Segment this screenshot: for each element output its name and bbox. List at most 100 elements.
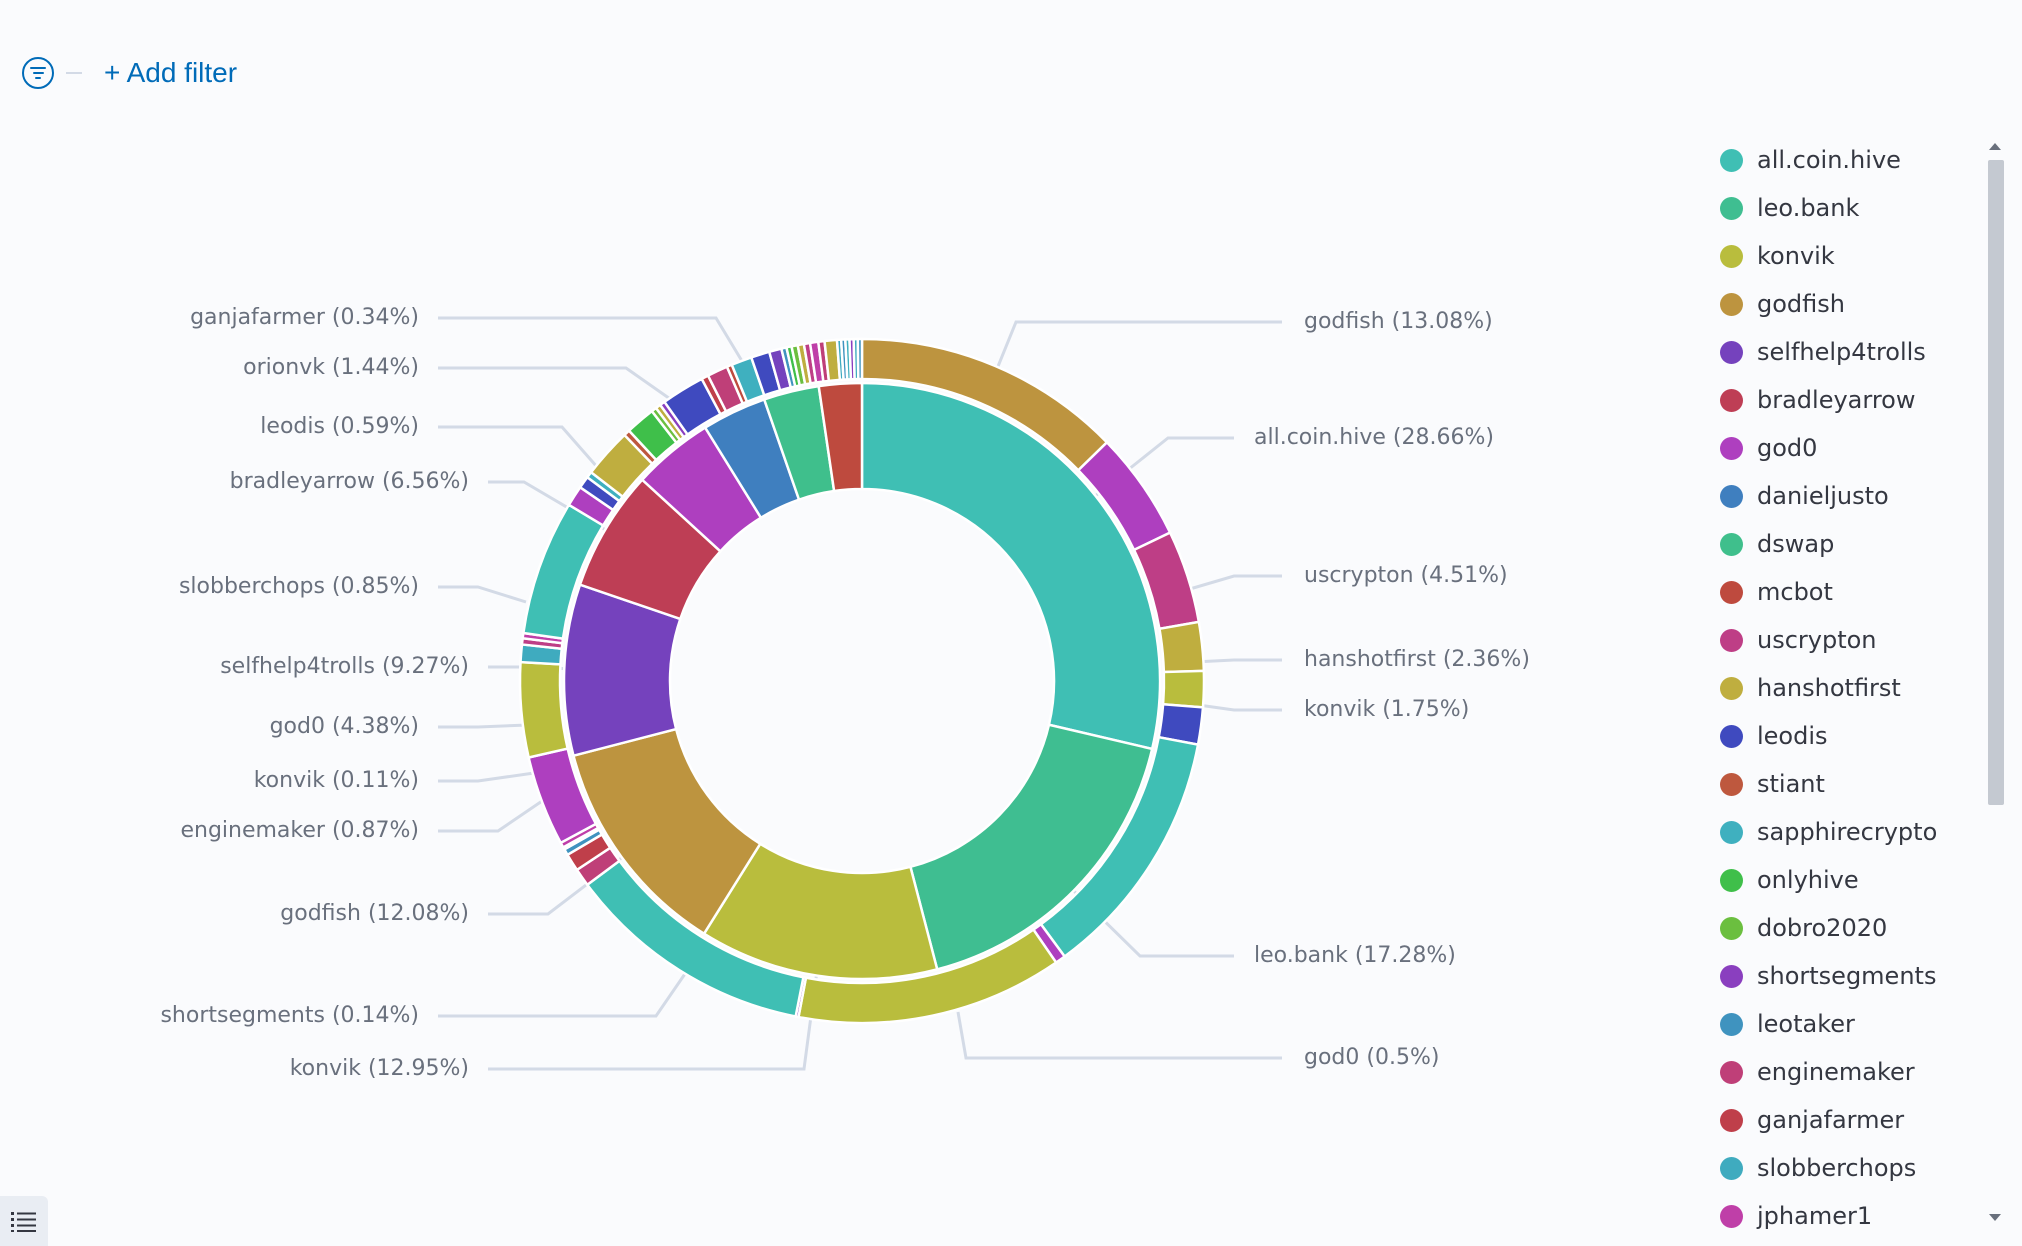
filter-lines-icon[interactable]	[22, 57, 54, 89]
legend-color-dot	[1720, 676, 1743, 700]
leader-line-god0-0-5	[956, 1011, 1282, 1060]
legend-item-slobberchops[interactable]: slobberchops	[1720, 1148, 1916, 1188]
legend-item-selfhelp4trolls[interactable]: selfhelp4trolls	[1720, 332, 1926, 372]
slice-label-godfish-13-08: godfish (13.08%)	[1304, 309, 1493, 334]
add-filter-button[interactable]: + Add filter	[104, 57, 238, 88]
legend-item-enginemaker[interactable]: enginemaker	[1720, 1052, 1915, 1092]
legend-label: danieljusto	[1757, 482, 1889, 510]
slice-label-leo-bank-17-28: leo.bank (17.28%)	[1254, 943, 1456, 968]
legend-color-dot	[1720, 532, 1743, 556]
inner-slice-mcbot[interactable]	[817, 381, 864, 493]
legend-color-dot	[1720, 340, 1743, 364]
leader-line-ganjafarmer-0-34	[438, 316, 753, 377]
legend-label: all.coin.hive	[1757, 146, 1901, 174]
legend: all.coin.hive leo.bank konvik godfish selfhe…	[1700, 140, 1990, 1240]
legend-color-dot	[1720, 292, 1743, 316]
legend-label: leodis	[1757, 722, 1828, 750]
legend-color-dot	[1720, 1012, 1743, 1036]
inner-slice-all-coin-hive[interactable]	[860, 381, 1162, 751]
legend-label: uscrypton	[1757, 626, 1877, 654]
slice-label-orionvk-1-44: orionvk (1.44%)	[243, 355, 419, 380]
legend-label: stiant	[1757, 770, 1825, 798]
legend-color-dot	[1720, 484, 1743, 508]
legend-item-leotaker[interactable]: leotaker	[1720, 1004, 1855, 1044]
legend-label: godfish	[1757, 290, 1845, 318]
legend-item-leo-bank[interactable]: leo.bank	[1720, 188, 1859, 228]
legend-color-dot	[1720, 1204, 1743, 1228]
legend-item-konvik[interactable]: konvik	[1720, 236, 1835, 276]
outer-slice-selfhelp4trolls[interactable]	[518, 660, 570, 759]
legend-item-sapphirecrypto[interactable]: sapphirecrypto	[1720, 812, 1937, 852]
legend-item-dswap[interactable]: dswap	[1720, 524, 1834, 564]
filter-separator	[66, 72, 82, 74]
legend-item-hanshotfirst[interactable]: hanshotfirst	[1720, 668, 1901, 708]
leader-line-leodis-0-59	[438, 425, 607, 477]
slice-label-god0-0-5: god0 (0.5%)	[1304, 1045, 1439, 1070]
slice-label-bradleyarrow-6-56: bradleyarrow (6.56%)	[230, 469, 469, 494]
donut-chart: godfish (13.08%) all.coin.hive (28.66%) us…	[160, 305, 1529, 1081]
legend-label: mcbot	[1757, 578, 1833, 606]
slice-label-uscrypton-4-51: uscrypton (4.51%)	[1304, 563, 1508, 588]
slice-label-all-coin-hive-28-66: all.coin.hive (28.66%)	[1254, 425, 1494, 450]
legend-item-all-coin-hive[interactable]: all.coin.hive	[1720, 140, 1901, 180]
leader-line-orionvk-1-44	[438, 366, 684, 410]
legend-toggle-button[interactable]	[0, 1196, 48, 1246]
legend-item-uscrypton[interactable]: uscrypton	[1720, 620, 1877, 660]
legend-label: sapphirecrypto	[1757, 818, 1938, 846]
legend-color-dot	[1720, 772, 1743, 796]
leader-line-konvik-0-11	[438, 771, 535, 783]
slice-label-enginemaker-0-87: enginemaker (0.87%)	[180, 818, 419, 843]
legend-item-leodis[interactable]: leodis	[1720, 716, 1828, 756]
legend-color-dot	[1720, 436, 1743, 460]
slice-label-konvik-0-11: konvik (0.11%)	[254, 768, 419, 793]
legend-color-dot	[1720, 388, 1743, 412]
legend-item-onlyhive[interactable]: onlyhive	[1720, 860, 1859, 900]
legend-item-ganjafarmer[interactable]: ganjafarmer	[1720, 1100, 1904, 1140]
legend-label: shortsegments	[1757, 962, 1937, 990]
leader-line-enginemaker-0-87	[438, 795, 549, 833]
slice-label-hanshotfirst-2-36: hanshotfirst (2.36%)	[1304, 647, 1530, 672]
legend-item-danieljusto[interactable]: danieljusto	[1720, 476, 1889, 516]
slice-label-slobberchops-0-85: slobberchops (0.85%)	[179, 574, 419, 599]
slice-labels: godfish (13.08%) all.coin.hive (28.66%) us…	[160, 305, 1529, 1081]
legend-item-godfish[interactable]: godfish	[1720, 284, 1845, 324]
legend-label: bradleyarrow	[1757, 386, 1916, 414]
legend-scrollbar-thumb[interactable]	[1988, 160, 2004, 805]
legend-color-dot	[1720, 868, 1743, 892]
slice-label-konvik-1-75: konvik (1.75%)	[1304, 697, 1469, 722]
legend-label: leotaker	[1757, 1010, 1855, 1038]
legend-label: onlyhive	[1757, 866, 1859, 894]
legend-label: konvik	[1757, 242, 1835, 270]
list-icon	[11, 1212, 36, 1232]
legend-item-dobro2020[interactable]: dobro2020	[1720, 908, 1887, 948]
outer-slice-hanshotfirst[interactable]	[1158, 620, 1206, 674]
legend-label: hanshotfirst	[1757, 674, 1901, 702]
legend-item-stiant[interactable]: stiant	[1720, 764, 1825, 804]
legend-label: god0	[1757, 434, 1818, 462]
triangle-down-icon[interactable]	[1989, 1214, 2001, 1221]
slice-label-selfhelp4trolls-9-27: selfhelp4trolls (9.27%)	[220, 654, 469, 679]
slice-label-konvik-12-95: konvik (12.95%)	[290, 1056, 469, 1081]
outer-ring	[518, 337, 1206, 1025]
outer-slice-leotaker[interactable]	[856, 337, 864, 381]
leader-line-slobberchops-0-85	[438, 585, 527, 604]
leader-line-shortsegments-0-14	[438, 951, 702, 1018]
legend-color-dot	[1720, 1108, 1743, 1132]
legend-color-dot	[1720, 1060, 1743, 1084]
legend-color-dot	[1720, 820, 1743, 844]
legend-item-shortsegments[interactable]: shortsegments	[1720, 956, 1936, 996]
legend-label: dobro2020	[1757, 914, 1888, 942]
legend-label: ganjafarmer	[1757, 1106, 1905, 1134]
legend-item-bradleyarrow[interactable]: bradleyarrow	[1720, 380, 1915, 420]
outer-slice-konvik[interactable]	[1161, 669, 1206, 709]
filter-bar: + Add filter	[22, 50, 237, 96]
legend-item-jphamer1[interactable]: jphamer1	[1720, 1196, 1872, 1236]
inner-ring	[562, 381, 1162, 981]
triangle-up-icon[interactable]	[1989, 143, 2001, 150]
legend-color-dot	[1720, 628, 1743, 652]
slice-label-godfish-12-08: godfish (12.08%)	[280, 901, 469, 926]
legend-item-mcbot[interactable]: mcbot	[1720, 572, 1833, 612]
legend-label: leo.bank	[1757, 194, 1860, 222]
legend-item-god0[interactable]: god0	[1720, 428, 1817, 468]
legend-label: dswap	[1757, 530, 1835, 558]
